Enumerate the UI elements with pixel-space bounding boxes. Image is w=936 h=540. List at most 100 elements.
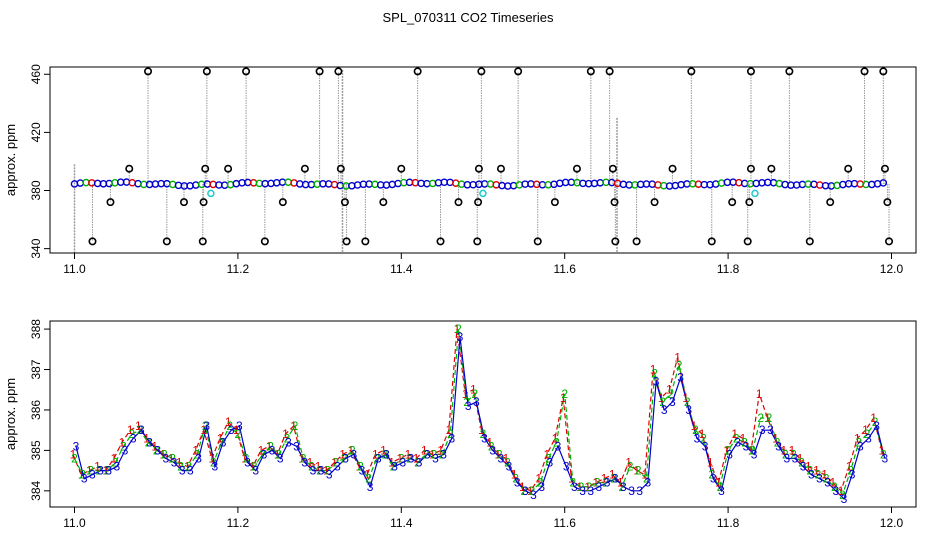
bottom-series-3-point: 3 xyxy=(775,439,782,453)
bottom-series-2-point: 2 xyxy=(700,431,707,445)
bottom-series-2-point: 2 xyxy=(823,472,830,486)
bottom-series-1-point: 1 xyxy=(764,411,771,425)
bottom-series-1-point: 1 xyxy=(625,456,632,470)
bottom-y-axis-label: approx. ppm xyxy=(3,378,18,450)
bottom-series-3-point: 3 xyxy=(645,476,652,490)
bottom-series-2-point: 2 xyxy=(774,435,781,449)
bottom-series-2-point: 2 xyxy=(586,480,593,494)
bottom-x-tick-label: 11.8 xyxy=(717,516,740,530)
bottom-series-2-point: 2 xyxy=(529,484,536,498)
bottom-series-1-point: 1 xyxy=(829,476,836,490)
bottom-series-3-point: 3 xyxy=(342,451,349,465)
bottom-series-2-point: 2 xyxy=(455,322,462,336)
bottom-series-3-point: 3 xyxy=(489,443,496,457)
bottom-series-1-point: 1 xyxy=(380,443,387,457)
bottom-series-1-point: 1 xyxy=(241,451,248,465)
bottom-series-1-point: 1 xyxy=(821,468,828,482)
bottom-series-3-point: 3 xyxy=(849,468,856,482)
top-outlier-mid xyxy=(496,164,505,173)
bottom-x-axis: 11.0 11.2 11.4 11.6 11.8 12.0 xyxy=(63,506,903,530)
bottom-series-2-point: 2 xyxy=(496,447,503,461)
bottom-series-2-point: 2 xyxy=(431,447,438,461)
bottom-series-2-point: 2 xyxy=(741,435,748,449)
top-outlier-bottom xyxy=(632,237,641,246)
top-y-tick-label: 380 xyxy=(29,180,43,200)
bottom-series-3-point: 3 xyxy=(685,403,692,417)
bottom-series-1-point: 1 xyxy=(723,443,730,457)
top-y-tick-label: 340 xyxy=(29,238,43,258)
top-outlier-low xyxy=(728,198,737,207)
top-outlier-mid xyxy=(608,164,617,173)
top-outlier-mid xyxy=(767,164,776,173)
top-cyan-point xyxy=(751,189,759,198)
bottom-series-1-point: 1 xyxy=(633,464,640,478)
bottom-series-2-point: 2 xyxy=(145,435,152,449)
top-outlier-low xyxy=(340,198,349,207)
top-outlier-bottom xyxy=(88,237,97,246)
bottom-series-2-point: 2 xyxy=(864,427,871,441)
bottom-series-2-point: 2 xyxy=(259,447,266,461)
bottom-series-1-point: 1 xyxy=(535,472,542,486)
bottom-series-3-point: 3 xyxy=(334,460,341,474)
bottom-series-1-point: 1 xyxy=(233,423,240,437)
bottom-series-2-point: 2 xyxy=(275,447,282,461)
bottom-series-3-point: 3 xyxy=(326,468,333,482)
bottom-series-1-point: 1 xyxy=(307,456,314,470)
bottom-series-1-point: 1 xyxy=(699,427,706,441)
bottom-series-1-point: 1 xyxy=(184,460,191,474)
bottom-series-2-point: 2 xyxy=(186,460,193,474)
top-outlier-bottom xyxy=(198,237,207,246)
bottom-series-3-point: 3 xyxy=(432,451,439,465)
top-outlier-bottom xyxy=(743,237,752,246)
bottom-series-2-point: 2 xyxy=(202,419,209,433)
bottom-series-3-point: 3 xyxy=(792,451,799,465)
bottom-series-2-point: 2 xyxy=(128,427,135,441)
top-outlier-low xyxy=(106,198,115,207)
bottom-series-3-point: 3 xyxy=(522,484,529,498)
bottom-series-1-point: 1 xyxy=(86,464,93,478)
bottom-series-2-point: 2 xyxy=(112,456,119,470)
top-outlier-low xyxy=(745,198,754,207)
bottom-series-3-point: 3 xyxy=(865,431,872,445)
bottom-series-2-point: 2 xyxy=(602,476,609,490)
top-x-tick-label: 11.6 xyxy=(553,262,576,276)
bottom-series-3-point: 3 xyxy=(203,419,210,433)
bottom-series-1-point: 1 xyxy=(209,451,216,465)
bottom-series-2-point: 2 xyxy=(570,476,577,490)
bottom-series-2-point: 2 xyxy=(651,367,658,381)
bottom-series-2-point: 2 xyxy=(839,488,846,502)
bottom-y-tick-label: 386 xyxy=(29,400,43,420)
bottom-series-3-point: 3 xyxy=(759,423,766,437)
bottom-series-3-point: 3 xyxy=(530,488,537,502)
bottom-series-3-point: 3 xyxy=(114,460,121,474)
bottom-series-1-point: 1 xyxy=(102,464,109,478)
bottom-series-3-point: 3 xyxy=(767,423,774,437)
top-x-tick-label: 11.2 xyxy=(227,262,250,276)
bottom-series-2-point: 2 xyxy=(357,460,364,474)
bottom-series-3-point: 3 xyxy=(628,484,635,498)
bottom-series-2-point: 2 xyxy=(798,456,805,470)
bottom-x-tick-label: 11.6 xyxy=(553,516,576,530)
bottom-series-2-point: 2 xyxy=(733,431,740,445)
top-outlier-high xyxy=(586,67,595,76)
bottom-series-1-point: 1 xyxy=(470,383,477,397)
bottom-series-2-point: 2 xyxy=(594,476,601,490)
top-cyan-point xyxy=(207,189,215,198)
bottom-series-1-point: 1 xyxy=(413,451,420,465)
figure-title: SPL_070311 CO2 Timeseries xyxy=(382,10,554,25)
bottom-series-2-point: 2 xyxy=(218,435,225,449)
bottom-series-1-point: 1 xyxy=(707,456,714,470)
bottom-series-2-point: 2 xyxy=(390,460,397,474)
top-x-axis: 11.0 11.2 11.4 11.6 11.8 12.0 xyxy=(63,252,903,276)
bottom-series-2-point: 2 xyxy=(333,456,340,470)
bottom-series-3-point: 3 xyxy=(416,456,423,470)
bottom-series-1-point: 1 xyxy=(494,447,501,461)
bottom-series-3-point: 3 xyxy=(236,419,243,433)
bottom-series-3-point: 3 xyxy=(399,456,406,470)
bottom-series-1-point: 1 xyxy=(331,456,338,470)
bottom-series-1-point: 1 xyxy=(519,480,526,494)
bottom-series-1-point: 1 xyxy=(658,391,665,405)
bottom-series-3-point: 3 xyxy=(285,435,292,449)
top-y-axis: 340 380 420 460 xyxy=(29,64,51,259)
bottom-series-3-point: 3 xyxy=(857,439,864,453)
